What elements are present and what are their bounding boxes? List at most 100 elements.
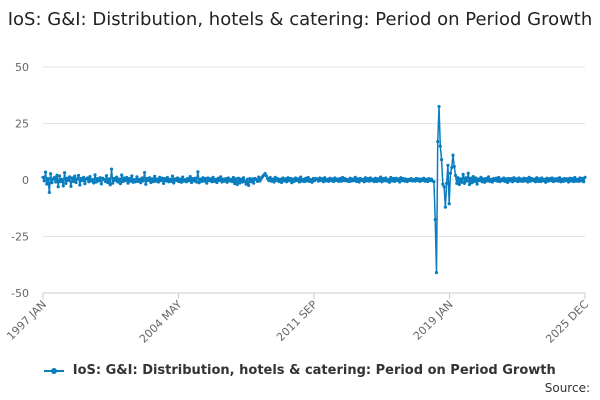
data-point[interactable]	[85, 176, 90, 180]
data-point[interactable]	[141, 179, 145, 183]
data-point[interactable]	[286, 176, 290, 180]
data-point[interactable]	[165, 175, 169, 180]
data-point[interactable]	[299, 175, 303, 179]
data-point[interactable]	[127, 177, 131, 181]
data-point[interactable]	[62, 171, 67, 175]
data-point[interactable]	[244, 182, 248, 186]
data-point[interactable]	[210, 180, 214, 184]
data-point[interactable]	[164, 179, 168, 183]
data-point[interactable]	[75, 177, 79, 181]
data-point[interactable]	[179, 180, 183, 184]
data-point[interactable]	[536, 179, 540, 183]
data-point[interactable]	[489, 177, 493, 181]
data-point[interactable]	[217, 178, 222, 183]
data-point[interactable]	[422, 176, 426, 180]
data-point[interactable]	[60, 177, 64, 181]
data-point[interactable]	[64, 181, 68, 185]
data-point[interactable]	[103, 179, 107, 183]
data-point[interactable]	[373, 176, 378, 180]
data-point[interactable]	[71, 179, 76, 183]
data-point[interactable]	[566, 180, 571, 184]
data-point[interactable]	[205, 181, 209, 185]
data-point[interactable]	[106, 181, 110, 185]
data-point[interactable]	[401, 177, 406, 181]
data-point[interactable]	[47, 190, 51, 195]
data-point[interactable]	[211, 175, 215, 179]
data-point[interactable]	[252, 181, 256, 185]
data-point[interactable]	[202, 179, 206, 183]
data-point[interactable]	[457, 182, 461, 187]
data-point[interactable]	[292, 179, 296, 183]
data-point[interactable]	[273, 175, 277, 179]
data-point[interactable]	[120, 173, 124, 177]
data-point[interactable]	[94, 180, 98, 184]
data-point[interactable]	[169, 179, 173, 183]
data-point[interactable]	[503, 179, 507, 183]
data-point[interactable]	[426, 179, 430, 184]
data-point[interactable]	[446, 163, 450, 167]
data-point[interactable]	[516, 179, 520, 184]
data-point[interactable]	[347, 179, 351, 184]
data-point[interactable]	[396, 177, 401, 181]
data-point[interactable]	[555, 177, 559, 181]
data-point[interactable]	[130, 174, 134, 178]
data-point[interactable]	[99, 182, 103, 186]
data-point[interactable]	[438, 144, 442, 148]
data-point[interactable]	[478, 179, 482, 183]
data-point[interactable]	[382, 179, 387, 183]
data-point[interactable]	[404, 177, 408, 181]
data-point[interactable]	[148, 176, 152, 180]
data-point[interactable]	[372, 179, 376, 184]
data-point[interactable]	[108, 183, 112, 187]
data-point[interactable]	[245, 177, 249, 181]
data-point[interactable]	[131, 180, 135, 184]
data-point[interactable]	[49, 172, 53, 176]
data-point[interactable]	[80, 179, 84, 183]
data-point[interactable]	[115, 175, 119, 179]
data-point[interactable]	[502, 176, 506, 180]
data-point[interactable]	[236, 176, 241, 180]
data-point[interactable]	[55, 173, 59, 177]
data-point[interactable]	[399, 176, 403, 180]
data-point[interactable]	[247, 183, 251, 188]
data-point[interactable]	[474, 176, 478, 180]
data-point[interactable]	[231, 175, 235, 180]
data-point[interactable]	[514, 177, 519, 181]
data-point[interactable]	[509, 177, 513, 181]
data-point[interactable]	[528, 179, 533, 183]
data-point[interactable]	[187, 179, 191, 183]
data-point[interactable]	[465, 179, 469, 183]
data-point[interactable]	[475, 182, 479, 186]
data-point[interactable]	[200, 179, 204, 183]
data-point[interactable]	[466, 171, 470, 175]
data-point[interactable]	[42, 179, 46, 183]
data-point[interactable]	[380, 180, 384, 184]
data-point[interactable]	[239, 177, 243, 181]
data-point[interactable]	[442, 185, 446, 189]
data-point[interactable]	[111, 181, 115, 185]
data-point[interactable]	[535, 176, 539, 180]
data-point[interactable]	[559, 180, 563, 184]
data-point[interactable]	[290, 181, 294, 185]
data-point[interactable]	[109, 167, 114, 171]
data-point[interactable]	[439, 158, 444, 162]
data-point[interactable]	[128, 179, 133, 183]
data-point[interactable]	[43, 170, 48, 174]
data-point[interactable]	[151, 179, 156, 184]
data-point[interactable]	[140, 176, 144, 180]
data-point[interactable]	[98, 176, 102, 180]
data-point[interactable]	[352, 179, 356, 183]
data-point[interactable]	[577, 179, 581, 183]
data-point[interactable]	[155, 177, 159, 181]
data-point[interactable]	[540, 176, 544, 180]
data-point[interactable]	[122, 176, 126, 180]
data-point[interactable]	[498, 179, 502, 184]
data-point[interactable]	[134, 180, 138, 184]
data-point[interactable]	[443, 205, 447, 209]
data-point[interactable]	[121, 179, 125, 184]
data-point[interactable]	[156, 180, 161, 184]
data-point[interactable]	[495, 179, 500, 183]
data-point[interactable]	[570, 177, 574, 181]
data-point[interactable]	[271, 177, 275, 181]
data-point[interactable]	[240, 180, 244, 184]
